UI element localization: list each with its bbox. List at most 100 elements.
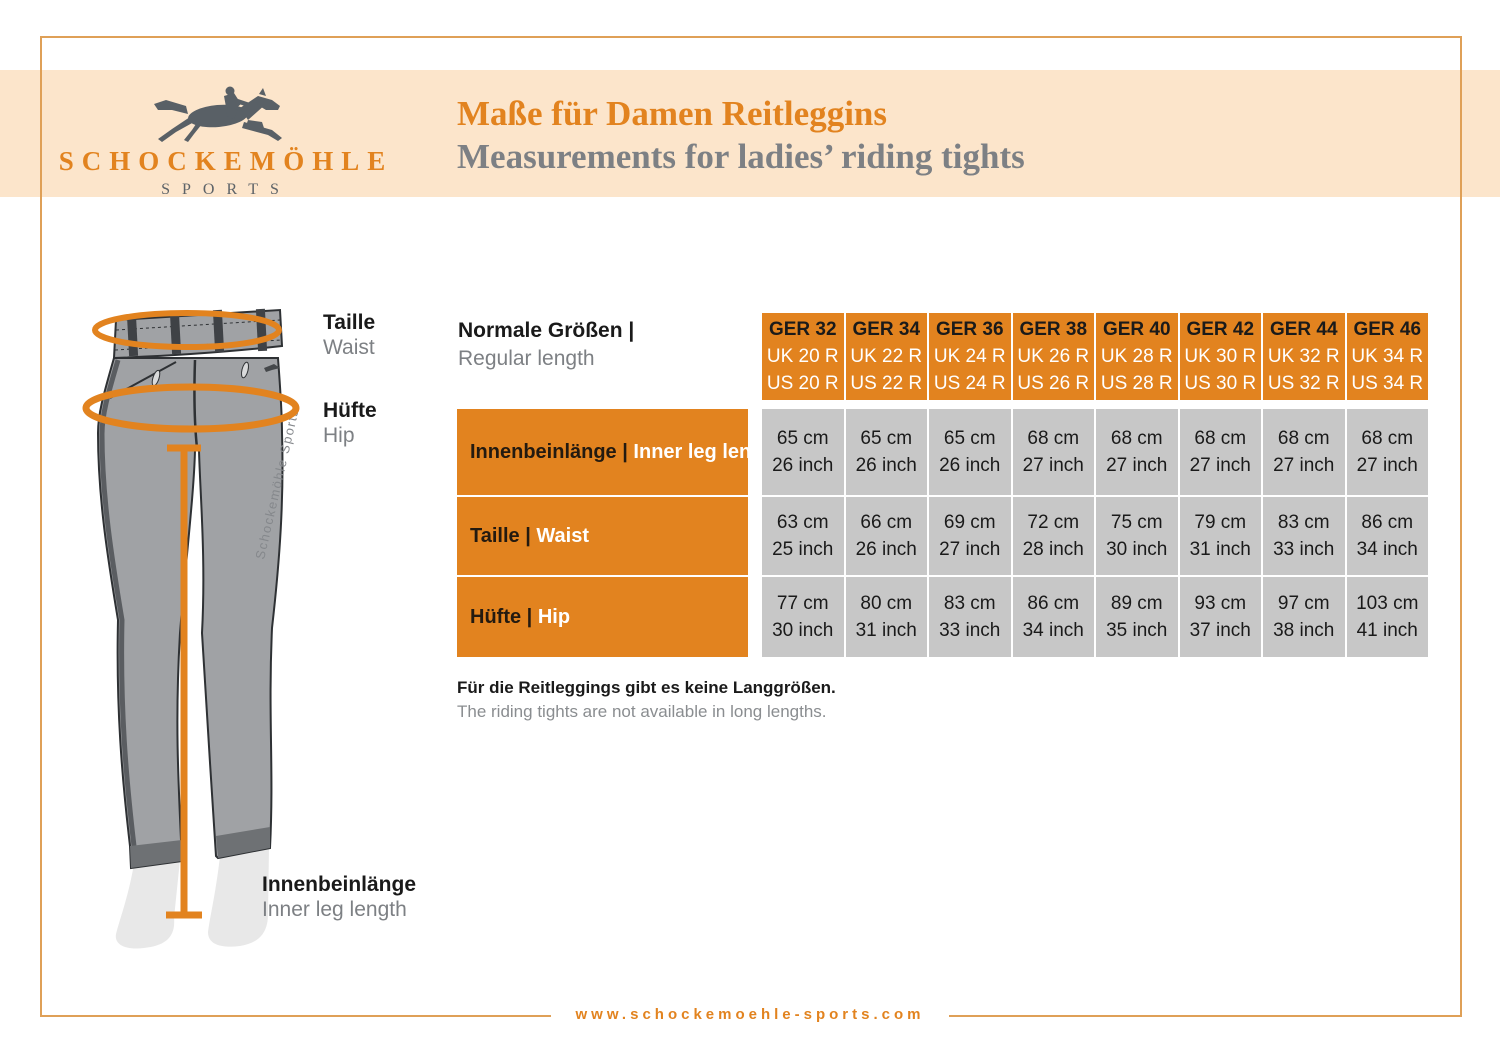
cm-value: 80 cm bbox=[860, 593, 913, 614]
hip-label-de: Hüfte bbox=[323, 399, 377, 422]
inner-leg-label-de: Innenbeinlänge bbox=[262, 873, 417, 896]
inch-value: 27 inch bbox=[1189, 455, 1251, 476]
cm-value: 65 cm bbox=[776, 428, 829, 449]
table-header-row: Normale Größen | Regular length GER 32 U… bbox=[457, 313, 1428, 400]
hip-ellipse bbox=[82, 383, 300, 433]
inner-leg-label: Innenbeinlänge Inner leg length bbox=[262, 872, 416, 922]
corner-label-en: Regular length bbox=[458, 347, 595, 370]
hip-label: Hüfte Hip bbox=[323, 398, 377, 448]
us-size: US 22 R bbox=[850, 373, 923, 394]
inch-value: 28 inch bbox=[1022, 539, 1084, 560]
measurement-cell: 79 cm 31 inch bbox=[1179, 497, 1261, 575]
cm-value: 69 cm bbox=[943, 512, 996, 533]
label-separator: | bbox=[622, 440, 628, 463]
cm-value: 93 cm bbox=[1194, 593, 1247, 614]
website-url: www.schockemoehle-sports.com bbox=[551, 1003, 949, 1027]
measurement-cell: 68 cm 27 inch bbox=[1263, 409, 1345, 495]
cm-value: 89 cm bbox=[1110, 593, 1163, 614]
ger-size: GER 44 bbox=[1269, 319, 1338, 340]
row-label: Taille | Waist bbox=[457, 497, 748, 575]
size-column-header: GER 46 UK 34 R US 34 R bbox=[1346, 313, 1428, 400]
cm-value: 72 cm bbox=[1027, 512, 1080, 533]
left-foot bbox=[115, 860, 180, 949]
measurement-cell: 93 cm 37 inch bbox=[1179, 577, 1261, 657]
footnote-de: Für die Reitleggings gibt es keine Langg… bbox=[457, 678, 836, 697]
row-label-en: Inner leg length bbox=[633, 440, 783, 463]
inch-value: 33 inch bbox=[1273, 539, 1335, 560]
measurement-cell: 65 cm 26 inch bbox=[845, 409, 927, 495]
ger-size: GER 46 bbox=[1353, 319, 1422, 340]
size-column-header: GER 32 UK 20 R US 20 R bbox=[762, 313, 844, 400]
measurement-cell: 69 cm 27 inch bbox=[929, 497, 1011, 575]
brand-logo: SCHOCKEMÖHLE SPORTS bbox=[58, 84, 394, 199]
cm-value: 86 cm bbox=[1361, 512, 1414, 533]
row-label-de: Taille bbox=[470, 524, 520, 547]
footer: www.schockemoehle-sports.com bbox=[0, 1003, 1500, 1027]
measurement-cell: 68 cm 27 inch bbox=[1179, 409, 1261, 495]
row-label-en: Hip bbox=[537, 605, 571, 628]
header-band bbox=[0, 70, 1500, 197]
measurement-cell: 72 cm 28 inch bbox=[1012, 497, 1094, 575]
row-label-en: Waist bbox=[536, 524, 589, 547]
ger-size: GER 42 bbox=[1186, 319, 1255, 340]
us-size: US 26 R bbox=[1017, 373, 1090, 394]
cm-value: 103 cm bbox=[1356, 593, 1419, 614]
size-table: Normale Größen | Regular length GER 32 U… bbox=[457, 313, 1428, 657]
size-column-header: GER 34 UK 22 R US 22 R bbox=[845, 313, 927, 400]
uk-size: UK 20 R bbox=[766, 346, 839, 367]
inch-value: 27 inch bbox=[939, 539, 1001, 560]
us-size: US 20 R bbox=[766, 373, 839, 394]
row-label: Hüfte | Hip bbox=[457, 577, 748, 657]
right-cuff bbox=[216, 827, 270, 858]
cm-value: 83 cm bbox=[1277, 512, 1330, 533]
measurement-cell: 86 cm 34 inch bbox=[1012, 577, 1094, 657]
inch-value: 25 inch bbox=[772, 539, 834, 560]
cm-value: 79 cm bbox=[1194, 512, 1247, 533]
us-size: US 28 R bbox=[1100, 373, 1173, 394]
uk-size: UK 24 R bbox=[933, 346, 1006, 367]
row-label-de: Innenbeinlänge bbox=[470, 440, 617, 463]
page-title-english: Measurements for ladies’ riding tights bbox=[457, 137, 1025, 176]
measurement-cell: 65 cm 26 inch bbox=[929, 409, 1011, 495]
measurement-cell: 66 cm 26 inch bbox=[845, 497, 927, 575]
inch-value: 27 inch bbox=[1356, 455, 1418, 476]
inch-value: 33 inch bbox=[939, 620, 1001, 641]
uk-size: UK 32 R bbox=[1267, 346, 1340, 367]
cm-value: 77 cm bbox=[776, 593, 829, 614]
inch-value: 27 inch bbox=[1273, 455, 1335, 476]
us-size: US 24 R bbox=[933, 373, 1006, 394]
inch-value: 31 inch bbox=[1189, 539, 1251, 560]
us-size: US 34 R bbox=[1351, 373, 1424, 394]
inch-value: 30 inch bbox=[1106, 539, 1168, 560]
uk-size: UK 30 R bbox=[1184, 346, 1257, 367]
inch-value: 26 inch bbox=[855, 455, 917, 476]
ger-size: GER 36 bbox=[935, 319, 1004, 340]
table-row-waist: Taille | Waist 63 cm 25 inch 66 cm 26 inch… bbox=[457, 497, 1428, 575]
ger-size: GER 40 bbox=[1102, 319, 1171, 340]
inch-value: 31 inch bbox=[855, 620, 917, 641]
measurement-cell: 75 cm 30 inch bbox=[1096, 497, 1178, 575]
hip-label-en: Hip bbox=[323, 424, 355, 447]
table-row-hip: Hüfte | Hip 77 cm 30 inch 80 cm 31 inch 83… bbox=[457, 577, 1428, 657]
waist-ellipse bbox=[92, 310, 282, 350]
cm-value: 68 cm bbox=[1194, 428, 1247, 449]
measurement-cell: 86 cm 34 inch bbox=[1346, 497, 1428, 575]
size-column-header: GER 40 UK 28 R US 28 R bbox=[1096, 313, 1178, 400]
cm-value: 68 cm bbox=[1361, 428, 1414, 449]
brand-subtitle: SPORTS bbox=[161, 181, 291, 198]
table-row-inner-leg: Innenbeinlänge | Inner leg length 65 cm 2… bbox=[457, 409, 1428, 495]
measurement-cell: 83 cm 33 inch bbox=[1263, 497, 1345, 575]
inch-value: 38 inch bbox=[1273, 620, 1335, 641]
cm-value: 86 cm bbox=[1027, 593, 1080, 614]
waist-label-de: Taille bbox=[323, 311, 376, 334]
inch-value: 26 inch bbox=[939, 455, 1001, 476]
us-size: US 32 R bbox=[1267, 373, 1340, 394]
size-column-header: GER 38 UK 26 R US 26 R bbox=[1012, 313, 1094, 400]
inch-value: 26 inch bbox=[855, 539, 917, 560]
waist-label: Taille Waist bbox=[323, 310, 375, 360]
horse-and-rider-icon bbox=[154, 86, 282, 142]
inch-value: 35 inch bbox=[1106, 620, 1168, 641]
measurement-cell: 80 cm 31 inch bbox=[845, 577, 927, 657]
cm-value: 66 cm bbox=[860, 512, 913, 533]
